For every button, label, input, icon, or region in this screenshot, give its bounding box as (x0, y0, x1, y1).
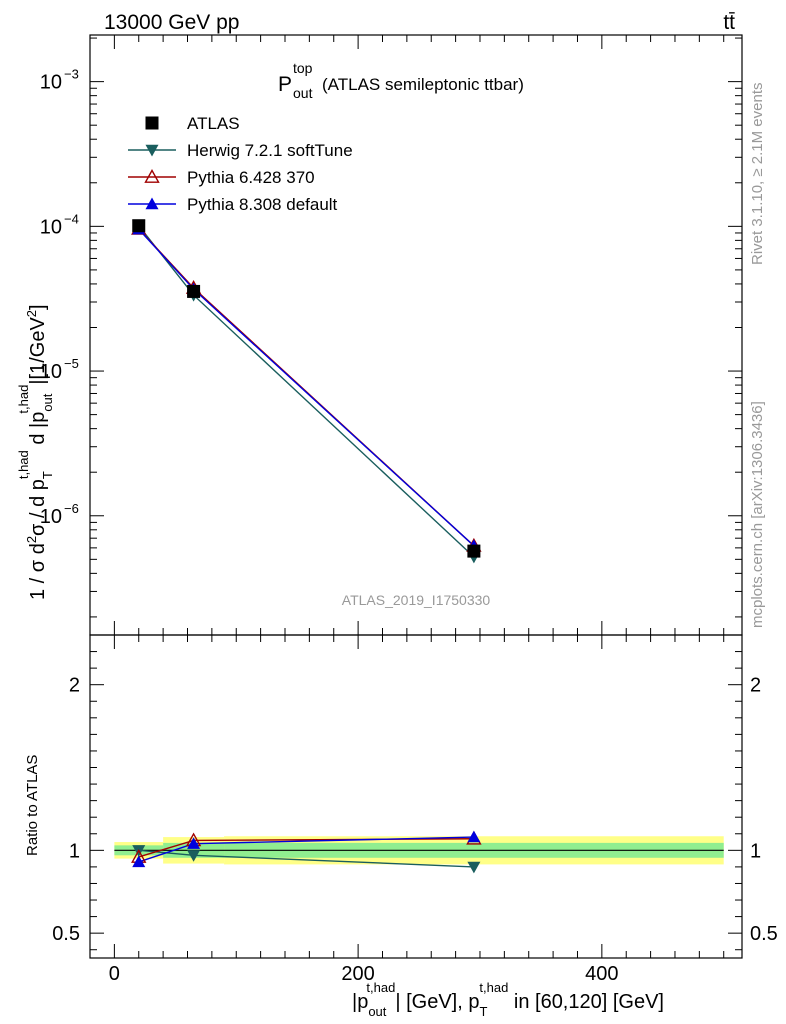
ratio-plot-frame (89, 634, 743, 959)
ratio-y-tick-label-right: 2 (750, 675, 761, 697)
ratio-y-tick-label-right: 1 (750, 840, 761, 862)
ratio-y-tick-label-right: 0.5 (750, 923, 778, 945)
x-axis-label: |poutt,had| [GeV], pTt,had in [60,120] [… (352, 980, 664, 1019)
ratio-point-herwig-7-2-1-softtune (187, 850, 201, 862)
ratio-x-tick-label: 200 (341, 963, 374, 985)
main-y-tick-label-exponent: −6 (64, 501, 79, 516)
main-line-pythia-6-428-370 (138, 228, 475, 547)
ratio-y-tick-label: 1 (69, 840, 80, 862)
legend-label-pythia-6-428-370: Pythia 6.428 370 (187, 168, 315, 187)
main-y-tick-label-exponent: −5 (64, 356, 79, 371)
main-y-tick-label: 10 (40, 361, 62, 383)
legend-marker-pythia-8-308-default (145, 197, 159, 210)
process-label: tt̄ (723, 11, 735, 34)
ratio-y-axis-label: Ratio to ATLAS (24, 755, 41, 856)
ratio-x-tick-label: 400 (585, 963, 618, 985)
main-y-tick-label: 10 (40, 506, 62, 528)
ratio-point-pythia-8-308-default (132, 855, 146, 868)
svg-text:|poutt,had| [GeV], pTt,had in: |poutt,had| [GeV], pTt,had in [60,120] [… (352, 980, 664, 1019)
ratio-y-tick-label: 0.5 (52, 923, 80, 945)
main-point-atlas (132, 219, 146, 233)
ratio-point-herwig-7-2-1-softtune (467, 861, 481, 874)
main-point-atlas (467, 544, 481, 558)
legend-marker-pythia-6-428-370 (144, 169, 160, 183)
ratio-panel: 0.5 0.5 1 1 2 2 0 200 400 (52, 634, 778, 985)
analysis-watermark: ATLAS_2019_I1750330 (342, 592, 491, 608)
main-y-tick-label: 10 (40, 72, 62, 94)
plot-title-symbol: P (278, 73, 292, 96)
legend-marker-herwig-7-2-1-softtune (145, 144, 159, 157)
legend: ATLAS Herwig 7.2.1 softTune Pythia 6.428 3… (128, 114, 353, 214)
main-panel: 10−610−510−410−3 (40, 34, 743, 636)
ratio-point-pythia-8-308-default (467, 830, 481, 843)
legend-label-pythia-8-308-default: Pythia 8.308 default (187, 195, 338, 214)
ratio-x-tick-label: 0 (109, 963, 120, 985)
mcplots-label: mcplots.cern.ch [arXiv:1306.3436] (749, 401, 766, 628)
main-y-axis-label: 1 / σ d2σ / d pTt,had d |poutt,had|[1/Ge… (16, 304, 55, 600)
legend-label-herwig-7-2-1-softtune: Herwig 7.2.1 softTune (187, 141, 353, 160)
plot-title-superscript: top (293, 60, 313, 76)
legend-label-atlas: ATLAS (187, 114, 240, 133)
ratio-point-pythia-8-308-default (187, 837, 201, 849)
plot-title-subscript: out (293, 85, 313, 101)
energy-label: 13000 GeV pp (104, 11, 239, 34)
svg-text:1 / σ d2σ / d pTt,had d |poutt: 1 / σ d2σ / d pTt,had d |poutt,had|[1/Ge… (16, 304, 55, 600)
main-point-atlas (187, 284, 201, 298)
main-line-pythia-8-308-default (138, 228, 475, 547)
plot-title: P top out (ATLAS semileptonic ttbar) (278, 60, 524, 101)
ratio-y-tick-label: 2 (69, 675, 80, 697)
rivet-label: Rivet 3.1.10, ≥ 2.1M events (749, 83, 766, 266)
main-y-tick-label-exponent: −4 (64, 211, 79, 226)
plot-title-text: (ATLAS semileptonic ttbar) (322, 75, 524, 94)
main-y-tick-label: 10 (40, 216, 62, 238)
main-y-tick-label-exponent: −3 (64, 67, 79, 82)
legend-marker-atlas (145, 116, 159, 130)
